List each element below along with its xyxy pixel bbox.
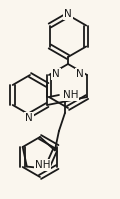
Text: NH: NH (63, 90, 78, 100)
Text: N: N (76, 69, 84, 79)
Text: NH: NH (35, 160, 50, 170)
Text: N: N (52, 69, 60, 79)
Text: N: N (25, 113, 33, 123)
Text: N: N (64, 9, 72, 19)
